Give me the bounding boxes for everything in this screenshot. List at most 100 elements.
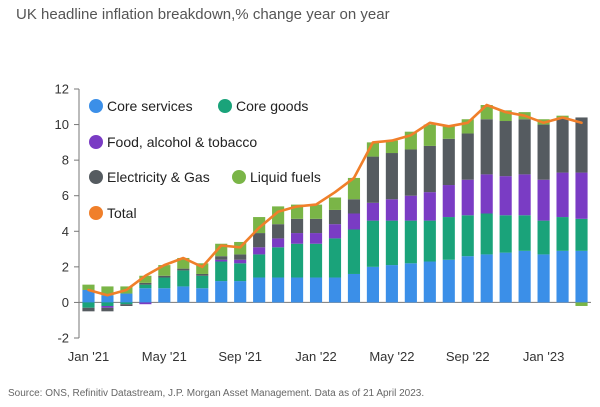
- bar-food: [366, 202, 379, 221]
- bar-electricity: [291, 218, 304, 234]
- x-tick-label: May '22: [369, 349, 414, 364]
- bar-core_goods: [177, 270, 190, 287]
- legend-marker-core_services: [89, 99, 103, 113]
- bar-electricity: [404, 149, 417, 196]
- bar-food: [461, 179, 474, 216]
- legend-label-core_services: Core services: [107, 98, 193, 114]
- bar-core_goods: [347, 229, 361, 274]
- bar-core_goods: [120, 302, 133, 305]
- y-tick-label: 4: [62, 224, 69, 239]
- bar-electricity: [328, 209, 342, 225]
- bar-liquid: [196, 263, 209, 274]
- bar-food: [385, 199, 398, 221]
- bar-core_goods: [234, 263, 247, 282]
- bar-food: [272, 238, 285, 248]
- legend-marker-liquid: [232, 170, 246, 184]
- bar-electricity: [120, 304, 133, 306]
- legend-label-core_goods: Core goods: [236, 98, 308, 114]
- x-tick-label: Sep '21: [218, 349, 262, 364]
- bar-food: [139, 302, 152, 305]
- bar-food: [253, 247, 266, 255]
- x-tick-label: Jan '22: [295, 349, 337, 364]
- bar-core_services: [575, 250, 588, 303]
- bar-core_goods: [404, 220, 417, 264]
- bar-core_services: [139, 288, 152, 303]
- bar-core_services: [253, 277, 266, 303]
- y-tick-label: 2: [62, 259, 69, 274]
- bar-core_services: [499, 252, 512, 303]
- bar-food: [480, 174, 493, 214]
- bar-core_goods: [556, 217, 569, 251]
- bar-core_goods: [461, 215, 474, 257]
- bar-core_services: [347, 273, 361, 303]
- bar-liquid: [575, 302, 588, 306]
- x-tick-label: Jan '21: [68, 349, 110, 364]
- bar-food: [404, 195, 417, 221]
- bar-core_services: [537, 254, 550, 303]
- bar-food: [328, 224, 342, 239]
- bar-liquid: [499, 110, 512, 122]
- bar-electricity: [139, 282, 152, 285]
- bar-food: [291, 233, 304, 244]
- bar-liquid: [158, 265, 171, 276]
- y-tick-label: 8: [62, 153, 69, 168]
- bar-core_services: [120, 293, 133, 303]
- legend-marker-total: [89, 206, 103, 220]
- total-line: [87, 103, 583, 297]
- bar-core_services: [518, 250, 531, 303]
- bar-electricity: [499, 121, 512, 177]
- total-line-group: [87, 103, 583, 297]
- bar-core_goods: [253, 254, 266, 278]
- legend-marker-food: [89, 135, 103, 149]
- bar-core_services: [480, 254, 493, 303]
- bar-core_goods: [309, 243, 323, 278]
- bar-core_goods: [158, 277, 171, 289]
- bar-core_goods: [196, 275, 209, 289]
- bar-food: [234, 259, 247, 264]
- bar-liquid: [423, 124, 436, 146]
- bar-electricity: [309, 218, 323, 234]
- bar-core_services: [328, 277, 342, 303]
- bar-core_goods: [385, 220, 398, 266]
- bar-liquid: [347, 177, 361, 200]
- legend-marker-electricity: [89, 170, 103, 184]
- bar-core_goods: [272, 247, 285, 278]
- bar-core_services: [158, 288, 171, 303]
- bar-core_goods: [499, 215, 512, 253]
- bar-electricity: [556, 117, 569, 173]
- source-note: Source: ONS, Refinitiv Datastream, J.P. …: [8, 388, 425, 399]
- bar-electricity: [423, 145, 436, 193]
- bars: [82, 105, 588, 312]
- y-tick-label: 6: [62, 188, 69, 203]
- bar-electricity: [101, 307, 114, 312]
- bar-core_services: [272, 277, 285, 303]
- bar-electricity: [461, 133, 474, 180]
- bar-electricity: [347, 199, 361, 214]
- bar-liquid: [82, 284, 95, 290]
- bar-electricity: [442, 138, 455, 186]
- bar-liquid: [442, 126, 455, 139]
- bar-food: [575, 172, 588, 219]
- x-tick-label: May '21: [142, 349, 187, 364]
- bar-core_services: [234, 281, 247, 303]
- bar-electricity: [480, 119, 493, 175]
- legend-label-food: Food, alcohol & tobacco: [107, 134, 257, 150]
- bar-food: [499, 176, 512, 216]
- x-tick-label: Jan '23: [523, 349, 565, 364]
- bar-core_services: [461, 256, 474, 303]
- x-axis: Jan '21 May '21 Sep '21 Jan '22 May '22 Sep '…: [68, 301, 591, 364]
- bar-electricity: [272, 224, 285, 239]
- bar-core_services: [196, 288, 209, 303]
- bar-core_goods: [423, 220, 436, 262]
- bar-core_goods: [366, 220, 379, 267]
- bar-electricity: [196, 273, 209, 276]
- bar-core_goods: [518, 215, 531, 251]
- bar-electricity: [234, 254, 247, 260]
- bar-core_services: [442, 259, 455, 303]
- y-tick-label: 12: [55, 82, 69, 97]
- legend-label-total: Total: [107, 205, 137, 221]
- bar-electricity: [385, 153, 398, 200]
- bar-core_services: [366, 266, 379, 303]
- bar-core_services: [423, 261, 436, 303]
